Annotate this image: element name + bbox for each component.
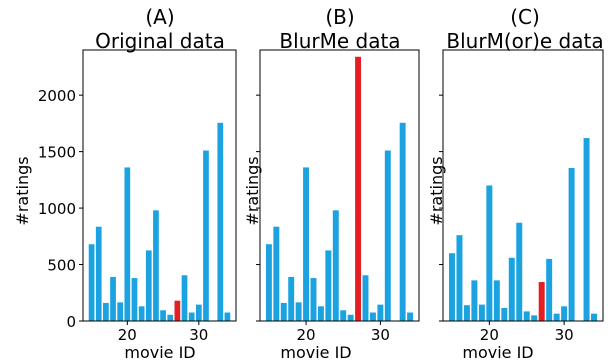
- bar: [95, 226, 102, 321]
- plot-frame: [442, 49, 604, 322]
- bar: [493, 280, 500, 321]
- bar: [384, 150, 391, 321]
- bar: [138, 306, 145, 321]
- panel-subtitle: BlurMe data: [279, 29, 400, 53]
- bar: [273, 226, 280, 321]
- x-axis-label: movie ID: [462, 343, 533, 362]
- x-tick-label: 20: [118, 326, 137, 344]
- bar: [377, 304, 384, 321]
- panel-title: (C): [510, 5, 540, 29]
- bar: [131, 278, 138, 321]
- bar: [188, 312, 195, 321]
- bar: [355, 56, 362, 321]
- panel-subtitle: BlurM(or)e data: [446, 29, 603, 53]
- bar: [478, 304, 485, 321]
- bar: [181, 275, 188, 321]
- bar: [224, 312, 231, 321]
- bar: [317, 306, 324, 321]
- bar: [103, 302, 109, 321]
- bar: [501, 308, 508, 321]
- plot-area: 20 30: [439, 49, 604, 344]
- bar: [362, 275, 369, 321]
- bar: [174, 300, 181, 321]
- bar: [486, 185, 493, 321]
- plot-frame: [259, 49, 420, 322]
- bar: [160, 310, 166, 321]
- y-tick-label: 1500: [38, 144, 76, 162]
- bar: [508, 257, 515, 321]
- bar: [369, 312, 376, 321]
- bar: [399, 122, 406, 321]
- y-tick-label: 0: [66, 313, 76, 331]
- y-axis-label: #ratings: [13, 156, 32, 225]
- bar: [448, 253, 455, 321]
- x-tick-label: 30: [189, 326, 208, 344]
- bar: [325, 250, 332, 321]
- x-axis-label: movie ID: [124, 343, 195, 362]
- bar: [531, 315, 538, 321]
- panel-a: (A) Original data #ratings movie ID 0 500…: [13, 5, 237, 362]
- x-tick-label: 20: [480, 326, 499, 344]
- x-tick-label: 30: [555, 326, 574, 344]
- bar: [195, 304, 202, 321]
- x-tick-label: 30: [371, 326, 390, 344]
- y-axis-label: #ratings: [243, 156, 262, 225]
- bar: [145, 250, 152, 321]
- bar: [538, 282, 545, 321]
- bar: [167, 314, 174, 321]
- bar: [303, 167, 310, 321]
- bar: [546, 258, 553, 321]
- panel-c: (C) BlurM(or)e data #ratings movie ID 20…: [427, 5, 604, 362]
- bar: [568, 168, 575, 321]
- y-tick-label: 500: [47, 257, 76, 275]
- bar: [153, 210, 159, 321]
- bar: [88, 244, 95, 321]
- bar: [553, 313, 560, 321]
- y-tick-label: 1000: [38, 200, 76, 218]
- bar: [124, 167, 131, 321]
- bar: [471, 280, 478, 321]
- plot-area: 20 30: [256, 49, 420, 344]
- bar: [347, 314, 354, 321]
- plot-frame: [82, 49, 237, 322]
- bar: [280, 302, 287, 321]
- bar: [516, 222, 523, 321]
- bar: [591, 313, 598, 321]
- bar: [332, 210, 339, 321]
- bar: [583, 138, 590, 321]
- bar: [295, 302, 302, 321]
- bar: [203, 150, 209, 321]
- bar: [463, 305, 470, 321]
- panel-b: (B) BlurMe data #ratings movie ID 20 30: [243, 5, 420, 362]
- bar: [288, 276, 295, 321]
- bar: [117, 302, 124, 321]
- bar: [310, 278, 317, 321]
- bar: [523, 311, 530, 321]
- x-axis-label: movie ID: [280, 343, 351, 362]
- bar: [217, 122, 224, 321]
- bar: [265, 244, 272, 321]
- bar: [407, 312, 414, 321]
- bar: [340, 310, 347, 321]
- x-tick-label: 20: [297, 326, 316, 344]
- panel-subtitle: Original data: [95, 29, 225, 53]
- panel-title: (A): [145, 5, 174, 29]
- bar: [456, 235, 463, 321]
- bar: [110, 276, 116, 321]
- y-tick-label: 2000: [38, 87, 76, 105]
- bar: [561, 306, 568, 321]
- plot-area: 0 500 1000 1500 2000 20 30: [38, 49, 237, 344]
- panel-title: (B): [325, 5, 354, 29]
